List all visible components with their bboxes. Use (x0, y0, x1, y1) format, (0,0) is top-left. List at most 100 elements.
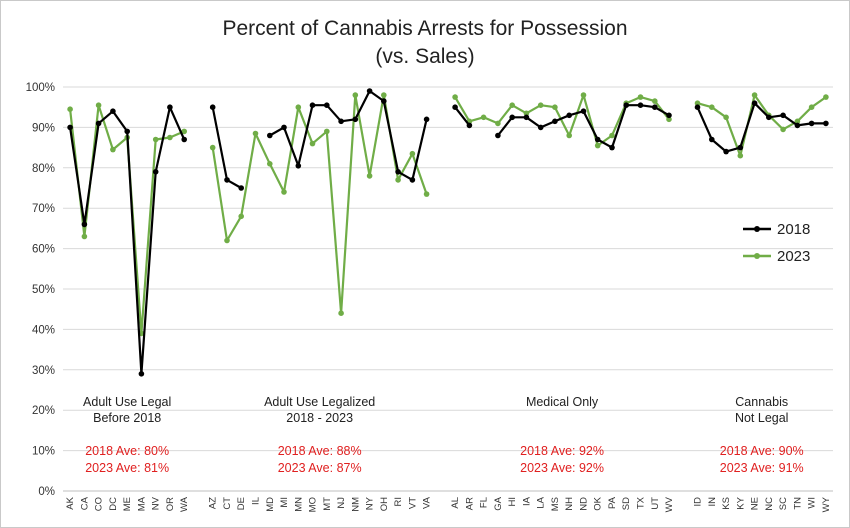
data-point-2023 (566, 132, 572, 139)
y-tick-label: 40% (32, 324, 55, 336)
data-point-2018 (523, 114, 530, 121)
group-average-2018: 2018 Ave: 80% (85, 444, 169, 458)
x-tick-label: RI (393, 497, 404, 507)
y-tick-label: 30% (32, 365, 55, 377)
data-point-2018 (723, 148, 729, 155)
x-tick-label: NY (365, 496, 376, 510)
x-tick-label: DE (236, 497, 247, 510)
x-tick-label: TX (636, 496, 647, 509)
data-point-2023 (352, 92, 359, 98)
x-tick-label: HI (507, 497, 518, 507)
data-point-2018 (124, 128, 130, 135)
x-tick-label: AL (450, 497, 461, 509)
data-point-2023 (609, 132, 615, 139)
x-tick-label: MA (136, 496, 147, 511)
y-tick-label: 60% (32, 244, 55, 256)
x-tick-label: IA (521, 496, 532, 506)
x-tick-label: MS (550, 497, 561, 511)
data-point-2018 (652, 104, 658, 110)
data-point-2018 (381, 98, 387, 104)
x-tick-label: NE (750, 497, 761, 510)
y-tick-label: 0% (38, 486, 55, 498)
x-tick-label: NM (350, 497, 361, 512)
y-tick-label: 50% (32, 284, 55, 296)
data-point-2023 (81, 233, 88, 240)
gridlines (63, 86, 833, 492)
x-tick-label: NH (564, 497, 575, 511)
group-label: Cannabis (735, 395, 788, 409)
data-point-2018 (580, 108, 587, 114)
data-point-2018 (423, 116, 430, 123)
x-tick-label: NC (764, 497, 775, 511)
x-tick-label: CO (94, 497, 105, 511)
group-average-2023: 2023 Ave: 81% (85, 461, 169, 475)
data-point-2018 (537, 124, 544, 131)
data-point-2023 (452, 94, 458, 100)
y-tick-label: 70% (32, 203, 55, 215)
x-tick-label: NJ (336, 497, 347, 509)
x-tick-label: AZ (208, 497, 219, 509)
data-point-2018 (666, 112, 672, 119)
x-tick-label: PA (607, 496, 618, 509)
data-point-2018 (95, 120, 102, 127)
data-series (67, 88, 829, 377)
data-point-2023 (794, 118, 801, 125)
legend-label-2018: 2018 (777, 221, 810, 238)
data-point-2018 (209, 104, 216, 110)
data-point-2018 (67, 124, 73, 131)
data-point-2023 (751, 92, 758, 98)
series-line-2023 (697, 93, 827, 157)
data-point-2023 (167, 134, 173, 141)
group-average-2023: 2023 Ave: 91% (720, 461, 804, 475)
x-tick-label: DC (108, 497, 119, 511)
x-tick-label: FL (479, 497, 490, 508)
data-point-2018 (780, 112, 786, 119)
x-tick-label: OK (593, 496, 604, 510)
data-point-2023 (823, 94, 829, 100)
x-tick-label: OR (165, 497, 176, 511)
x-tick-label: MD (265, 497, 276, 512)
x-tick-label: ND (578, 497, 589, 511)
data-point-2023 (495, 120, 501, 127)
data-point-2018 (694, 104, 701, 110)
series-2023 (67, 92, 829, 337)
data-point-2018 (338, 118, 344, 125)
x-tick-label: MI (279, 497, 290, 508)
group-label: Not Legal (735, 411, 789, 425)
group-annotations: Adult Use Legal Before 2018 2018 Ave: 80% 2… (83, 395, 804, 475)
x-tick-label: WV (664, 496, 675, 512)
data-point-2023 (709, 104, 715, 110)
data-point-2023 (509, 102, 515, 108)
x-tick-label: LA (536, 496, 547, 508)
data-point-2023 (209, 144, 216, 151)
x-tick-label: WY (821, 496, 832, 512)
series-line-2018 (696, 102, 826, 153)
data-point-2023 (666, 116, 672, 123)
data-point-2023 (152, 136, 159, 143)
data-point-2023 (67, 106, 73, 112)
x-tick-label: OH (379, 497, 390, 511)
data-point-2023 (181, 128, 187, 135)
y-tick-label: 10% (32, 446, 55, 458)
data-point-2018 (623, 102, 629, 108)
data-point-2023 (480, 114, 487, 121)
data-point-2018 (466, 122, 473, 129)
data-point-2018 (110, 108, 116, 114)
data-point-2023 (338, 310, 344, 317)
data-point-2023 (381, 92, 387, 98)
x-axis-labels: AK CA CO DC ME MA NV OR WA AZ CT DE IL MD MI MN MO MT NJ NM… (65, 496, 832, 512)
data-point-2023 (252, 130, 259, 137)
group-average-2023: 2023 Ave: 92% (520, 461, 604, 475)
chart-subtitle: (vs. Sales) (375, 45, 474, 68)
data-point-2023 (309, 140, 316, 147)
series-2018 (67, 88, 829, 377)
data-point-2023 (537, 102, 544, 108)
data-point-2023 (552, 104, 558, 110)
group-average-2018: 2018 Ave: 88% (278, 444, 362, 458)
group-average-2018: 2018 Ave: 90% (720, 444, 804, 458)
x-tick-label: CT (222, 497, 233, 510)
x-tick-label: VA (422, 496, 433, 509)
series-line-2023 (454, 93, 670, 147)
data-point-2018 (509, 114, 515, 121)
x-tick-label: VT (407, 497, 418, 509)
